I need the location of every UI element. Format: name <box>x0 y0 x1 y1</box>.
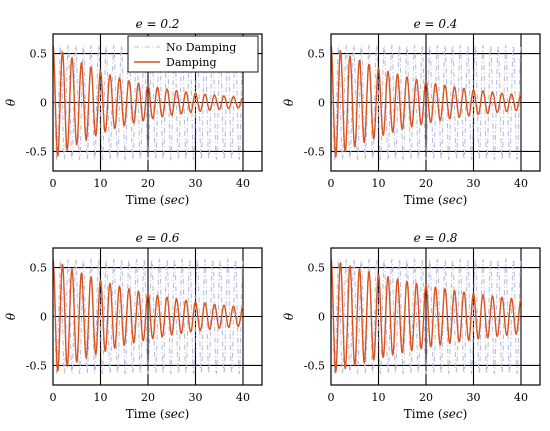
x-axis-label: Time (sec) <box>404 193 468 207</box>
y-tick-label: 0 <box>318 311 325 324</box>
y-axis-label: θ <box>4 98 18 106</box>
x-tick-label: 40 <box>514 177 528 190</box>
series-damping <box>331 45 522 158</box>
x-tick-label: 0 <box>50 177 57 190</box>
x-tick-label: 40 <box>514 391 528 404</box>
series-no-damping <box>53 258 244 375</box>
axes-frame <box>330 247 541 386</box>
y-tick-label: -0.5 <box>304 145 325 158</box>
y-axis-label: θ <box>282 312 296 320</box>
y-axis-label: θ <box>282 98 296 106</box>
x-tick-label: 20 <box>141 177 155 190</box>
x-axis-label: Time (sec) <box>126 407 190 421</box>
chart-title: e = 0.8 <box>414 231 458 245</box>
x-axis-label: Time (sec) <box>126 193 190 207</box>
series-no-damping <box>331 44 522 161</box>
panel-1: 0 10 20 30 40 -0.5 0 0.5 e = 0.2 Time (sec) θ No Da… <box>4 17 263 207</box>
x-tick-label: 10 <box>372 177 386 190</box>
x-tick-label: 0 <box>328 391 335 404</box>
x-tick-label: 30 <box>189 391 203 404</box>
x-tick-label: 10 <box>94 391 108 404</box>
panel-3: 0 10 20 30 40 -0.5 0 0.5 e = 0.6 Time (sec) θ <box>4 231 263 421</box>
chart-title: e = 0.4 <box>414 17 458 31</box>
series-no-damping <box>53 44 244 161</box>
y-tick-label: -0.5 <box>26 145 47 158</box>
axes-frame <box>330 33 541 172</box>
x-tick-label: 0 <box>50 391 57 404</box>
y-tick-label: -0.5 <box>26 359 47 372</box>
x-tick-label: 30 <box>467 391 481 404</box>
series-damping <box>331 259 522 373</box>
series-damping <box>53 259 244 372</box>
x-axis-label: Time (sec) <box>404 407 468 421</box>
panel-2: 0 10 20 30 40 -0.5 0 0.5 e = 0.4 Time (sec) θ <box>282 17 541 207</box>
chart-title: e = 0.6 <box>136 231 180 245</box>
x-tick-label: 40 <box>236 391 250 404</box>
x-tick-label: 10 <box>372 391 386 404</box>
axes-frame <box>52 247 263 386</box>
panel-4: 0 10 20 30 40 -0.5 0 0.5 e = 0.8 Time (sec) θ <box>282 231 541 421</box>
y-tick-label: 0.5 <box>30 48 48 61</box>
y-tick-label: 0.5 <box>308 48 326 61</box>
y-tick-label: 0 <box>40 97 47 110</box>
x-tick-label: 10 <box>94 177 108 190</box>
y-tick-label: 0.5 <box>30 262 48 275</box>
x-tick-label: 20 <box>419 177 433 190</box>
y-tick-label: 0.5 <box>308 262 326 275</box>
y-tick-label: 0 <box>318 97 325 110</box>
series-no-damping <box>331 258 522 375</box>
x-tick-label: 20 <box>419 391 433 404</box>
x-tick-label: 40 <box>236 177 250 190</box>
chart-title: e = 0.2 <box>136 17 180 31</box>
legend: No Damping Damping <box>127 35 259 73</box>
y-tick-label: -0.5 <box>304 359 325 372</box>
x-tick-label: 30 <box>189 177 203 190</box>
x-tick-label: 30 <box>467 177 481 190</box>
axes-frame <box>52 33 263 172</box>
legend-label: No Damping <box>166 41 236 54</box>
legend-label: Damping <box>166 56 217 69</box>
x-tick-label: 20 <box>141 391 155 404</box>
series-damping <box>53 45 244 158</box>
x-tick-label: 0 <box>328 177 335 190</box>
y-axis-label: θ <box>4 312 18 320</box>
y-tick-label: 0 <box>40 311 47 324</box>
